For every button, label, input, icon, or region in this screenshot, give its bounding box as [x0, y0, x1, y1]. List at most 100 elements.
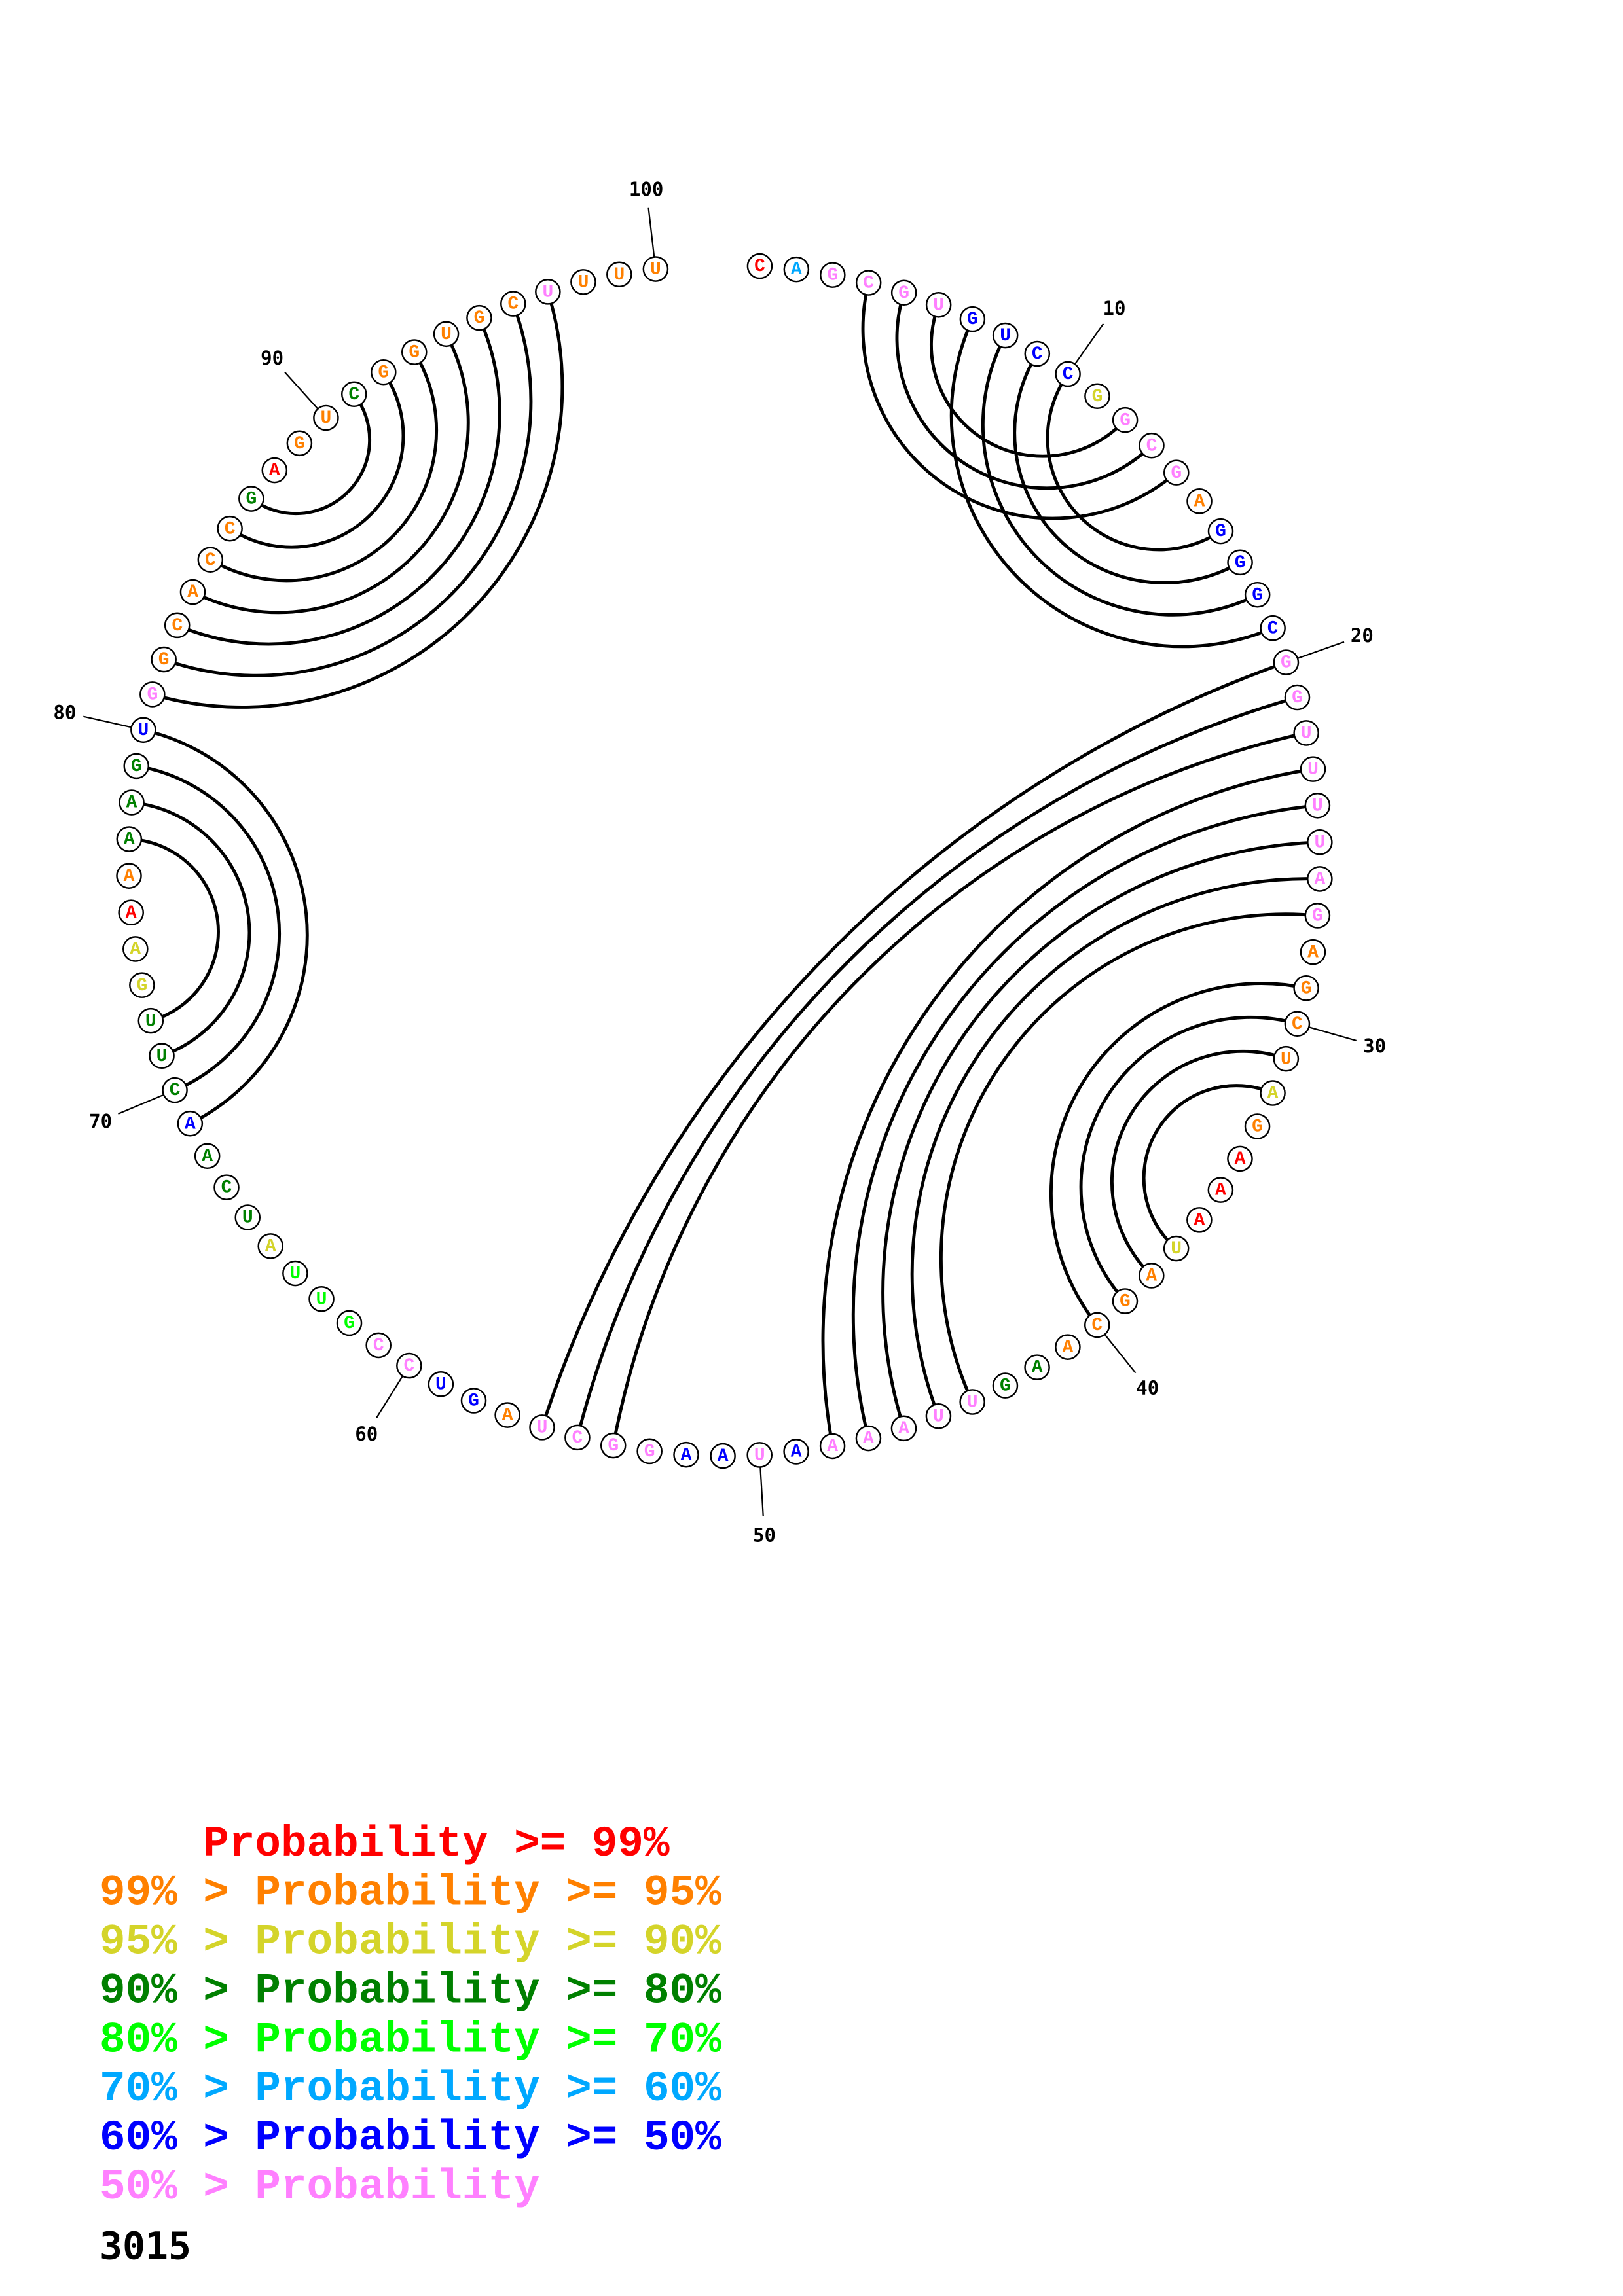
nucleotide: G: [1163, 459, 1190, 486]
nucleotide: U: [959, 1389, 985, 1415]
nucleotide-circle: [433, 321, 460, 348]
nucleotide-circle: [1163, 459, 1190, 486]
nucleotide: A: [177, 1110, 204, 1137]
nucleotide: A: [1227, 1145, 1253, 1172]
nucleotide-circle: [1284, 1011, 1311, 1037]
nucleotide: A: [1300, 939, 1326, 965]
nucleotide: G: [992, 1372, 1019, 1399]
nucleotide-circle: [340, 381, 367, 408]
nucleotide: C: [855, 270, 882, 296]
nucleotide-letter: G: [1120, 1292, 1131, 1312]
nucleotide: C: [213, 1174, 240, 1200]
nucleotide-letter: C: [1146, 436, 1158, 456]
nucleotide-letter: C: [1032, 344, 1043, 365]
nucleotide-circle: [1186, 488, 1213, 514]
nucleotide: U: [137, 1007, 164, 1034]
nucleotide-letter: G: [1215, 522, 1226, 542]
base-pair-arc: [152, 291, 564, 709]
nucleotide: U: [1307, 829, 1333, 855]
nucleotide: G: [370, 359, 397, 386]
base-pair-arc: [1079, 1015, 1298, 1302]
nucleotide-circle: [992, 1372, 1019, 1399]
nucleotide-letter: A: [202, 1147, 213, 1167]
nucleotide: C: [396, 1352, 422, 1379]
position-label: 50: [753, 1524, 776, 1547]
nucleotide-letter: U: [1312, 796, 1323, 816]
nucleotide: A: [1186, 488, 1213, 514]
nucleotide: U: [428, 1371, 454, 1397]
nucleotide-circle: [123, 753, 150, 780]
nucleotide-letter: A: [681, 1445, 692, 1465]
legend-line: 70% > Probability >= 60%: [100, 2064, 721, 2113]
tick-line: [647, 207, 655, 258]
base-pair-arc: [895, 292, 1153, 490]
nucleotide: A: [1307, 866, 1333, 892]
nucleotide: G: [1273, 649, 1300, 675]
nucleotide-circle: [529, 1414, 555, 1441]
nucleotide-letter: C: [507, 295, 519, 315]
position-ticks: 10 20 30 40 50 60 70 80 90 100: [53, 178, 1386, 1547]
nucleotide: A: [673, 1441, 699, 1468]
nucleotide-circle: [286, 430, 313, 457]
nucleotide-letter: C: [373, 1336, 384, 1356]
tick-line: [118, 1094, 165, 1115]
nucleotide: U: [992, 322, 1019, 349]
tick-line: [1296, 641, 1345, 660]
nucleotide-circle: [535, 279, 561, 305]
nucleotide-circle: [119, 789, 145, 816]
nucleotide-letter: G: [1000, 1376, 1011, 1397]
nucleotide-circle: [466, 304, 492, 331]
nucleotide-circle: [673, 1441, 699, 1468]
nucleotide: A: [783, 1439, 809, 1465]
base-pair-arc: [881, 840, 1320, 1429]
nucleotide-circle: [600, 1432, 627, 1459]
nucleotide: A: [494, 1402, 520, 1428]
nucleotide: A: [122, 936, 149, 962]
nucleotide-circle: [783, 1439, 809, 1465]
base-pair-arcs: [129, 282, 1320, 1446]
legend-line: 95% > Probability >= 90%: [100, 1918, 721, 1967]
nucleotide-circle: [1139, 432, 1165, 459]
nucleotide-circle: [1260, 1080, 1286, 1106]
nucleotide: C: [340, 381, 367, 408]
nucleotide-letter: A: [1307, 942, 1319, 963]
nucleotide: C: [1284, 1011, 1311, 1037]
nucleotide: U: [535, 279, 561, 305]
nucleotide: U: [433, 321, 460, 348]
nucleotide-circle: [234, 1204, 261, 1230]
nucleotide-letter: C: [1063, 365, 1074, 385]
nucleotide-letter: A: [827, 1437, 838, 1457]
nucleotide-circle: [1112, 406, 1139, 433]
nucleotide: C: [746, 253, 773, 279]
nucleotide-circle: [1055, 361, 1081, 387]
nucleotide-letter: U: [435, 1374, 447, 1395]
nucleotide: C: [162, 1077, 188, 1103]
nucleotide-circle: [1293, 975, 1319, 1001]
nucleotide-letter: C: [1292, 1014, 1303, 1035]
nucleotide-letter: A: [502, 1406, 513, 1426]
nucleotide-circle: [149, 1043, 175, 1069]
nucleotide-circle: [564, 1424, 591, 1451]
nucleotide-letter: C: [348, 385, 359, 405]
nucleotide-letter: C: [170, 1081, 181, 1101]
nucleotide: U: [642, 256, 669, 282]
nucleotide: G: [1293, 975, 1319, 1001]
base-pair-arc: [611, 731, 1307, 1446]
nucleotide-letter: U: [613, 265, 625, 285]
nucleotide: C: [500, 291, 526, 317]
nucleotide-circle: [139, 681, 166, 708]
position-label: 30: [1363, 1035, 1386, 1057]
nucleotide-letter: U: [1281, 1049, 1292, 1069]
nucleotide: A: [194, 1143, 221, 1170]
nucleotide-circle: [401, 339, 428, 365]
nucleotide-letter: U: [1171, 1239, 1182, 1259]
nucleotide: A: [116, 863, 142, 889]
nucleotide: A: [819, 1433, 846, 1460]
nucleotide: C: [197, 547, 224, 573]
nucleotide-letter: U: [542, 282, 553, 302]
nucleotide-letter: C: [863, 274, 874, 294]
position-label: 40: [1136, 1376, 1159, 1399]
nucleotide-letter: U: [145, 1011, 156, 1031]
nucleotide-letter: A: [1194, 1210, 1205, 1230]
